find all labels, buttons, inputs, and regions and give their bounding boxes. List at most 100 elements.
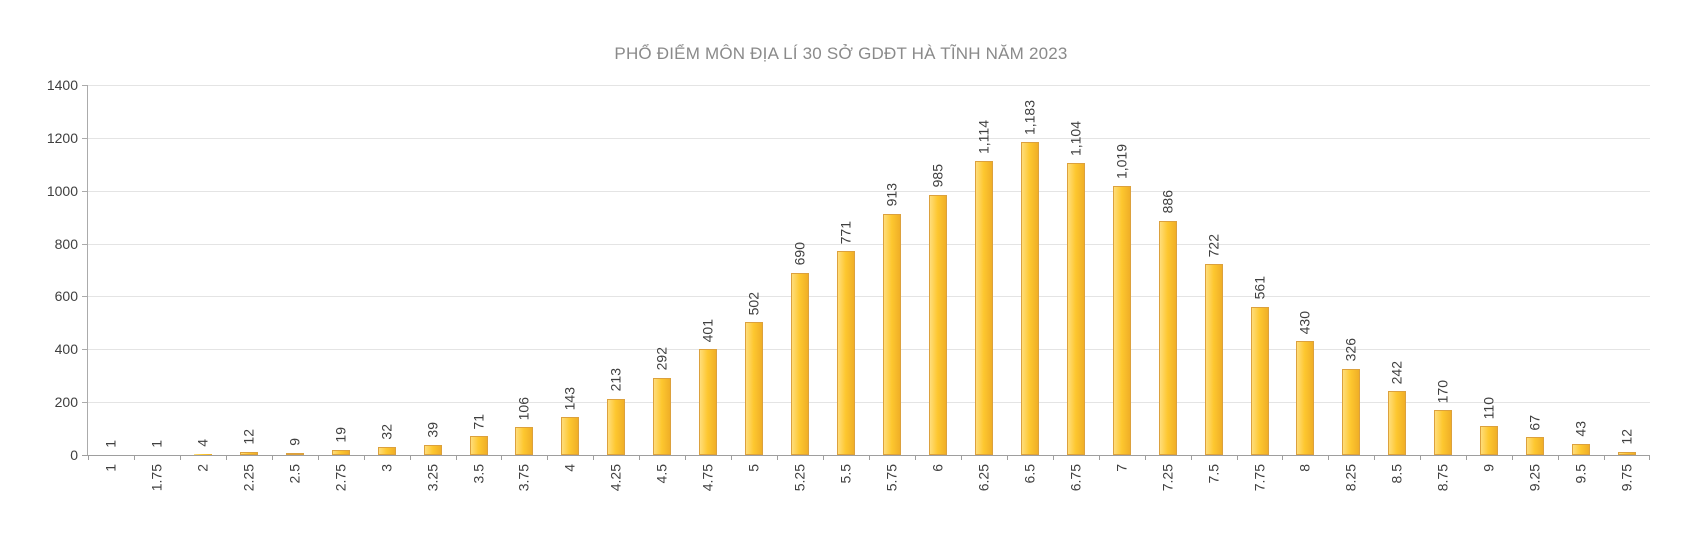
y-tick-label: 0 [70, 447, 78, 463]
bar-value-label: 1,019 [1113, 143, 1130, 179]
bar [1112, 185, 1131, 455]
x-axis-line [82, 455, 1650, 456]
bar [653, 377, 672, 455]
bar [699, 349, 718, 455]
x-tick-mark [685, 455, 687, 460]
bar-value-label: 292 [653, 347, 670, 371]
bar [377, 446, 396, 455]
bar [561, 417, 580, 455]
chart-title: PHỔ ĐIỂM MÔN ĐỊA LÍ 30 SỞ GDĐT HÀ TĨNH N… [614, 44, 1068, 63]
y-tick-label: 1200 [46, 129, 78, 146]
bar [515, 427, 534, 455]
y-tick-label: 1400 [46, 77, 78, 93]
bar-value-label: 67 [1526, 414, 1543, 431]
bar [423, 444, 442, 455]
bar [1020, 142, 1039, 455]
x-tick-mark [1558, 455, 1560, 460]
y-tick-label: 1000 [46, 182, 78, 199]
bar-value-label: 32 [378, 423, 395, 440]
gridline [88, 85, 1650, 86]
bar [1526, 437, 1545, 455]
bar-value-label: 690 [791, 242, 808, 266]
bar [1066, 163, 1085, 455]
bar-value-label: 170 [1434, 379, 1451, 404]
bar-value-label: 242 [1388, 360, 1405, 385]
x-tick-mark [1512, 455, 1514, 460]
x-tick-label: 2 [194, 464, 211, 472]
x-tick-mark [225, 455, 227, 460]
x-tick-mark [409, 455, 411, 460]
bar-value-label: 326 [1342, 338, 1359, 362]
x-tick-label: 6 [929, 464, 946, 472]
bar-value-label: 1 [148, 439, 165, 448]
bar-value-label: 143 [561, 386, 578, 411]
x-tick-mark [547, 455, 549, 460]
x-tick-mark [1466, 455, 1468, 460]
x-tick-mark [1006, 455, 1008, 460]
bar-value-label: 985 [929, 164, 946, 188]
y-tick-label: 400 [54, 341, 78, 358]
gridline [88, 137, 1650, 139]
x-tick-label: 3.25 [424, 464, 441, 492]
x-tick-label: 8.75 [1434, 464, 1451, 492]
x-tick-mark [1236, 455, 1238, 460]
x-tick-mark [869, 455, 870, 460]
y-tick-mark [82, 190, 88, 192]
y-tick-mark [82, 243, 88, 245]
bar [607, 398, 626, 455]
bar-value-label: 401 [699, 318, 716, 343]
y-tick-mark [82, 137, 88, 139]
y-tick-mark [82, 349, 88, 351]
x-tick-label: 7.75 [1251, 464, 1267, 492]
plot-area: 0 200 400 600 800 1000 1200 1400 1 1 1 1.75 4 2 12 2.25… [47, 77, 1650, 491]
y-axis-line [87, 85, 88, 456]
x-tick-label: 4.5 [653, 464, 670, 484]
bar-value-label: 71 [470, 413, 486, 430]
x-tick-label: 6.75 [1067, 464, 1084, 492]
bar-value-label: 12 [240, 429, 257, 445]
bar [1204, 264, 1223, 455]
x-tick-label: 5 [745, 464, 762, 472]
gridline [88, 190, 1650, 192]
bar [285, 452, 304, 455]
x-tick-mark [1052, 455, 1054, 460]
bar-value-label: 43 [1572, 421, 1589, 437]
bar [239, 451, 258, 455]
bar [1618, 451, 1637, 455]
bar [1434, 410, 1453, 455]
x-tick-mark [823, 455, 825, 460]
y-tick-mark [82, 296, 88, 298]
x-tick-mark [179, 455, 181, 460]
x-tick-label: 5.5 [837, 464, 854, 484]
bar-value-label: 1,183 [1021, 100, 1038, 136]
gridline [88, 296, 1650, 298]
x-tick-mark [1420, 455, 1422, 460]
x-tick-mark [455, 455, 457, 460]
bar-value-label: 502 [745, 291, 762, 316]
x-tick-mark [731, 455, 733, 460]
x-tick-mark [271, 455, 273, 460]
x-tick-mark [1649, 455, 1650, 460]
x-tick-label: 2.5 [286, 464, 303, 484]
bar [837, 251, 856, 455]
bar-value-label: 9 [286, 437, 303, 446]
x-tick-label: 3.5 [470, 464, 486, 484]
x-tick-mark [960, 455, 962, 460]
bar [882, 213, 901, 455]
x-tick-label: 4.25 [607, 464, 624, 492]
bar-value-label: 19 [332, 427, 349, 443]
bar-value-label: 39 [424, 422, 441, 438]
bar-value-label: 771 [837, 220, 854, 245]
x-tick-mark [1190, 455, 1192, 460]
x-tick-mark [1144, 455, 1146, 460]
bar [469, 436, 488, 455]
x-tick-label: 1 [102, 464, 119, 472]
bar [1342, 368, 1361, 455]
bar [1158, 220, 1177, 455]
bar [1388, 391, 1407, 455]
bar-value-label: 886 [1159, 190, 1176, 214]
bar [745, 322, 764, 455]
x-tick-mark [593, 455, 595, 460]
bar [331, 449, 350, 455]
x-tick-label: 6.25 [975, 464, 992, 492]
